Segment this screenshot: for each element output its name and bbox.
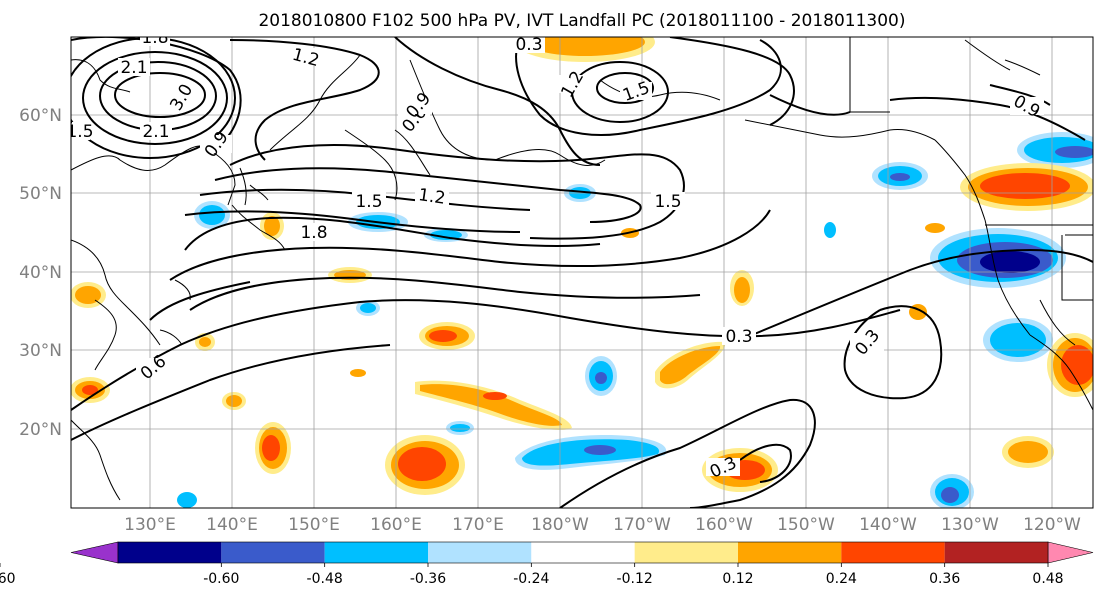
contour-label: 1.8 [141, 28, 168, 48]
anomaly-blob-positive [1002, 436, 1054, 468]
anomaly-blob-negative [824, 222, 836, 238]
colorbar-segment [531, 542, 635, 563]
colorbar-tick-label: 0.12 [722, 571, 753, 587]
map-title: 2018010800 F102 500 hPa PV, IVT Landfall… [258, 11, 905, 31]
anomaly-blob-negative [930, 474, 974, 508]
contour-label: 2.1 [120, 58, 147, 78]
latitude-label: 60°N [19, 106, 62, 126]
colorbar-tick-label: -0.48 [307, 571, 343, 587]
colorbar-tick-label: 0.24 [826, 571, 857, 587]
contour-label: 1.2 [417, 185, 447, 209]
colorbar-tick-label: 0.36 [929, 571, 960, 587]
latitude-label: 30°N [19, 341, 62, 361]
colorbar-segment [118, 542, 222, 563]
colorbar-tick-label: -0.60 [203, 571, 239, 587]
graticule [71, 37, 1093, 508]
anomaly-blob-positive [960, 163, 1093, 211]
anomaly-blob-positive [730, 270, 754, 306]
contour-label: 1.8 [300, 223, 327, 243]
longitude-label: 150°W [777, 515, 835, 535]
contour-label: 1.5 [355, 192, 382, 212]
longitude-label: 150°E [288, 515, 340, 535]
anomaly-blob-positive [1047, 333, 1093, 397]
anomaly-blob-positive [350, 369, 366, 377]
anomaly-blob-positive [419, 322, 475, 350]
anomaly-blob-negative [515, 434, 667, 470]
colorbar-segment [428, 542, 532, 563]
anomaly-blob-positive [385, 435, 465, 495]
colorbar-tick-label: 0.48 [1032, 571, 1063, 587]
longitude-label: 140°E [206, 515, 258, 535]
colorbar-segment [324, 542, 428, 563]
longitude-label: 180°W [531, 515, 589, 535]
anomaly-blob-negative [585, 356, 617, 396]
anomaly-blob-negative [356, 300, 380, 316]
longitude-label: 140°W [859, 515, 917, 535]
longitude-label: 170°W [613, 515, 671, 535]
anomaly-blob-negative [446, 421, 474, 435]
anomaly-blob-positive [222, 392, 246, 410]
colorbar-tick-label: -0.36 [410, 571, 446, 587]
latitude-label: 40°N [19, 263, 62, 283]
anomaly-blob-negative [930, 228, 1066, 288]
contour-label: 0.3 [515, 35, 542, 55]
longitude-label: 160°E [370, 515, 422, 535]
colorbar-tick-label: -0.12 [617, 571, 653, 587]
colorbar-extend-max [1047, 541, 1094, 564]
anomaly-blob-negative [177, 492, 197, 508]
anomaly-blob-negative [872, 162, 928, 190]
coastlines [71, 37, 1093, 501]
colorbar-segment [221, 542, 325, 563]
anomaly-blob-negative [194, 201, 230, 229]
longitude-label: 130°W [941, 515, 999, 535]
longitude-label: 170°E [452, 515, 504, 535]
anomaly-blob-negative [1017, 132, 1093, 168]
anomaly-blob-positive [415, 380, 572, 430]
map-area: 1.8 1.2 2.1 3.0 2.1 1.5 0.9 0.3 1.2 1.5 … [66, 28, 1093, 508]
latitude-label: 20°N [19, 420, 62, 440]
colorbar-outline [117, 541, 1049, 564]
longitude-labels: 130°E 140°E 150°E 160°E 170°E 180°W 170°W 160°W… [124, 515, 1081, 535]
colorbar-segment [634, 542, 738, 563]
colorbar-tick-label: -0.24 [513, 571, 549, 587]
longitude-label: 130°E [124, 515, 176, 535]
anomaly-blob-positive [515, 37, 655, 62]
anomaly-blob-negative [983, 318, 1053, 362]
anomaly-blob-positive [925, 223, 945, 233]
colorbar-segment [841, 542, 945, 563]
anomaly-blob-positive [260, 212, 284, 240]
contour-label: 2.1 [142, 122, 169, 142]
contour-label: 1.5 [66, 122, 93, 142]
anomaly-blob-positive [655, 341, 726, 389]
anomaly-shading [71, 37, 1093, 508]
latitude-labels: 60°N 50°N 40°N 30°N 20°N [19, 106, 62, 440]
anomaly-blob-positive [71, 377, 110, 403]
contour-label: 0.3 [725, 327, 752, 347]
anomaly-blob-positive [328, 267, 372, 283]
anomaly-blob-positive [255, 422, 291, 474]
contour-label-group: 1.8 1.2 2.1 3.0 2.1 1.5 0.9 0.3 1.2 1.5 … [66, 28, 1044, 483]
colorbar-segment [944, 542, 1048, 563]
longitude-label: 160°W [695, 515, 753, 535]
longitude-label: 120°W [1023, 515, 1081, 535]
contour-label: 1.5 [654, 192, 681, 212]
colorbar-tick-label: 0.60 [0, 571, 16, 587]
latitude-label: 50°N [19, 184, 62, 204]
colorbar-segment [738, 542, 842, 563]
colorbar-extend-min [70, 541, 119, 564]
map-frame [70, 36, 1094, 509]
colorbar: -0.60 -0.48 -0.36 -0.24 -0.12 0.12 0.24 0.36 0.4… [0, 541, 1094, 587]
pv-contours [71, 37, 1093, 508]
